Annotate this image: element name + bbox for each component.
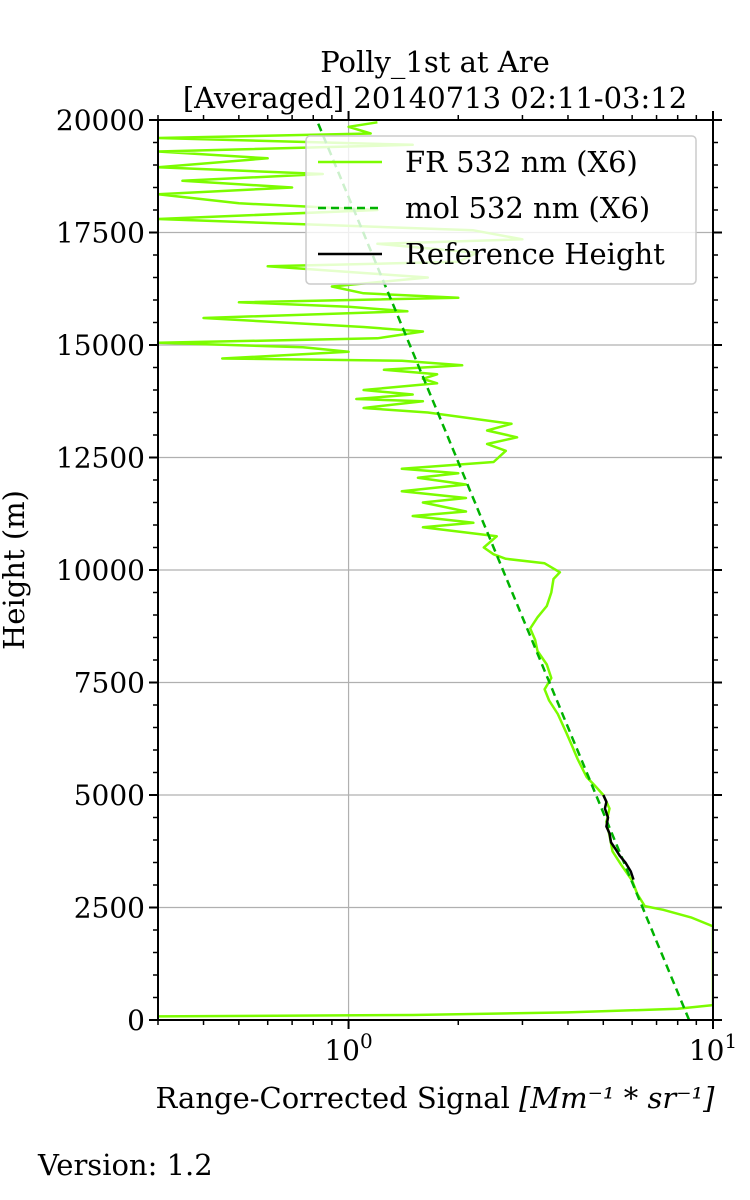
series-line-reference-height	[602, 794, 635, 880]
legend-label-mol: mol 532 nm (X6)	[405, 191, 650, 225]
x-tick-label: 101	[689, 1029, 737, 1067]
y-axis-label: Height (m)	[0, 490, 31, 650]
axis-tick-labels: 0 2500 5000 7500 10000 12500 15000 17500 20000 10…	[56, 104, 737, 1067]
version-label: Version: 1.2	[38, 1148, 213, 1182]
chart-title-line2: [Averaged] 20140713 02:11-03:12	[183, 81, 687, 115]
legend: FR 532 nm (X6) mol 532 nm (X6) Reference…	[305, 135, 697, 285]
y-tick-label: 5000	[74, 779, 145, 812]
range-corrected-signal-chart: Polly_1st at Are [Averaged] 20140713 02:…	[0, 45, 737, 1115]
y-tick-label: 20000	[56, 104, 145, 137]
y-tick-label: 2500	[74, 892, 145, 925]
x-axis-units: [Mm⁻¹ * sr⁻¹]	[519, 1081, 715, 1115]
legend-box	[305, 135, 697, 285]
x-axis-label: Range-Corrected Signal [Mm⁻¹ * sr⁻¹]	[156, 1081, 716, 1115]
chart-title-line1: Polly_1st at Are	[320, 45, 550, 80]
axis-ticks	[149, 111, 722, 1029]
y-tick-label: 7500	[74, 667, 145, 700]
x-axis-label-text: Range-Corrected Signal	[156, 1081, 510, 1115]
legend-label-fr: FR 532 nm (X6)	[405, 145, 638, 179]
y-tick-label: 12500	[56, 442, 145, 475]
x-tick-label: 100	[324, 1029, 372, 1067]
y-tick-label: 17500	[56, 217, 145, 250]
y-tick-label: 0	[127, 1004, 145, 1037]
y-tick-label: 15000	[56, 329, 145, 362]
legend-label-ref: Reference Height	[405, 237, 665, 271]
y-tick-label: 10000	[56, 554, 145, 587]
